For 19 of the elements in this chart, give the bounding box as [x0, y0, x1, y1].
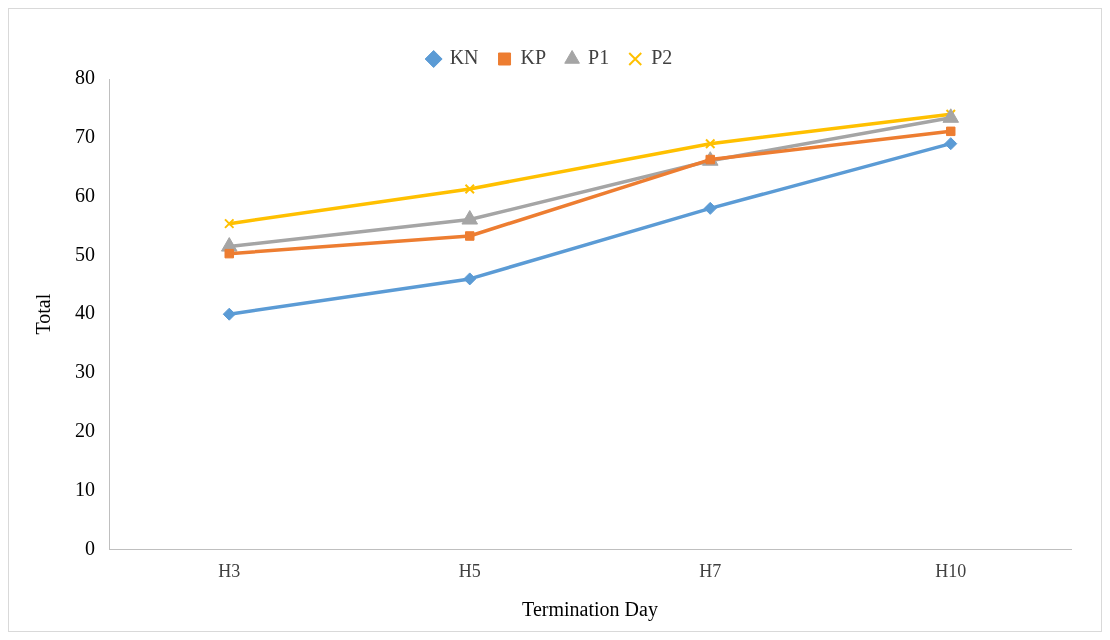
- x-tick-label: H5: [458, 560, 481, 581]
- y-tick-label: 60: [75, 183, 95, 206]
- y-tick-label: 50: [75, 242, 95, 265]
- x-tick-label: H3: [218, 560, 241, 581]
- x-tick-label: H10: [935, 560, 967, 581]
- legend-label: P1: [588, 46, 610, 69]
- y-tick-label: 0: [85, 536, 95, 559]
- y-tick-label: 40: [75, 301, 95, 324]
- y-tick-label: 80: [75, 66, 95, 89]
- y-tick-label: 30: [75, 360, 95, 383]
- y-tick-label: 10: [75, 477, 95, 500]
- x-tick-label: H7: [699, 560, 722, 581]
- y-axis-title: Total: [32, 293, 55, 335]
- y-tick-label: 70: [75, 125, 95, 148]
- legend-label: P2: [651, 46, 673, 69]
- y-tick-label: 20: [75, 419, 95, 442]
- x-axis-title: Termination Day: [522, 598, 658, 622]
- legend-label: KP: [520, 46, 547, 69]
- legend-label: KN: [449, 46, 479, 69]
